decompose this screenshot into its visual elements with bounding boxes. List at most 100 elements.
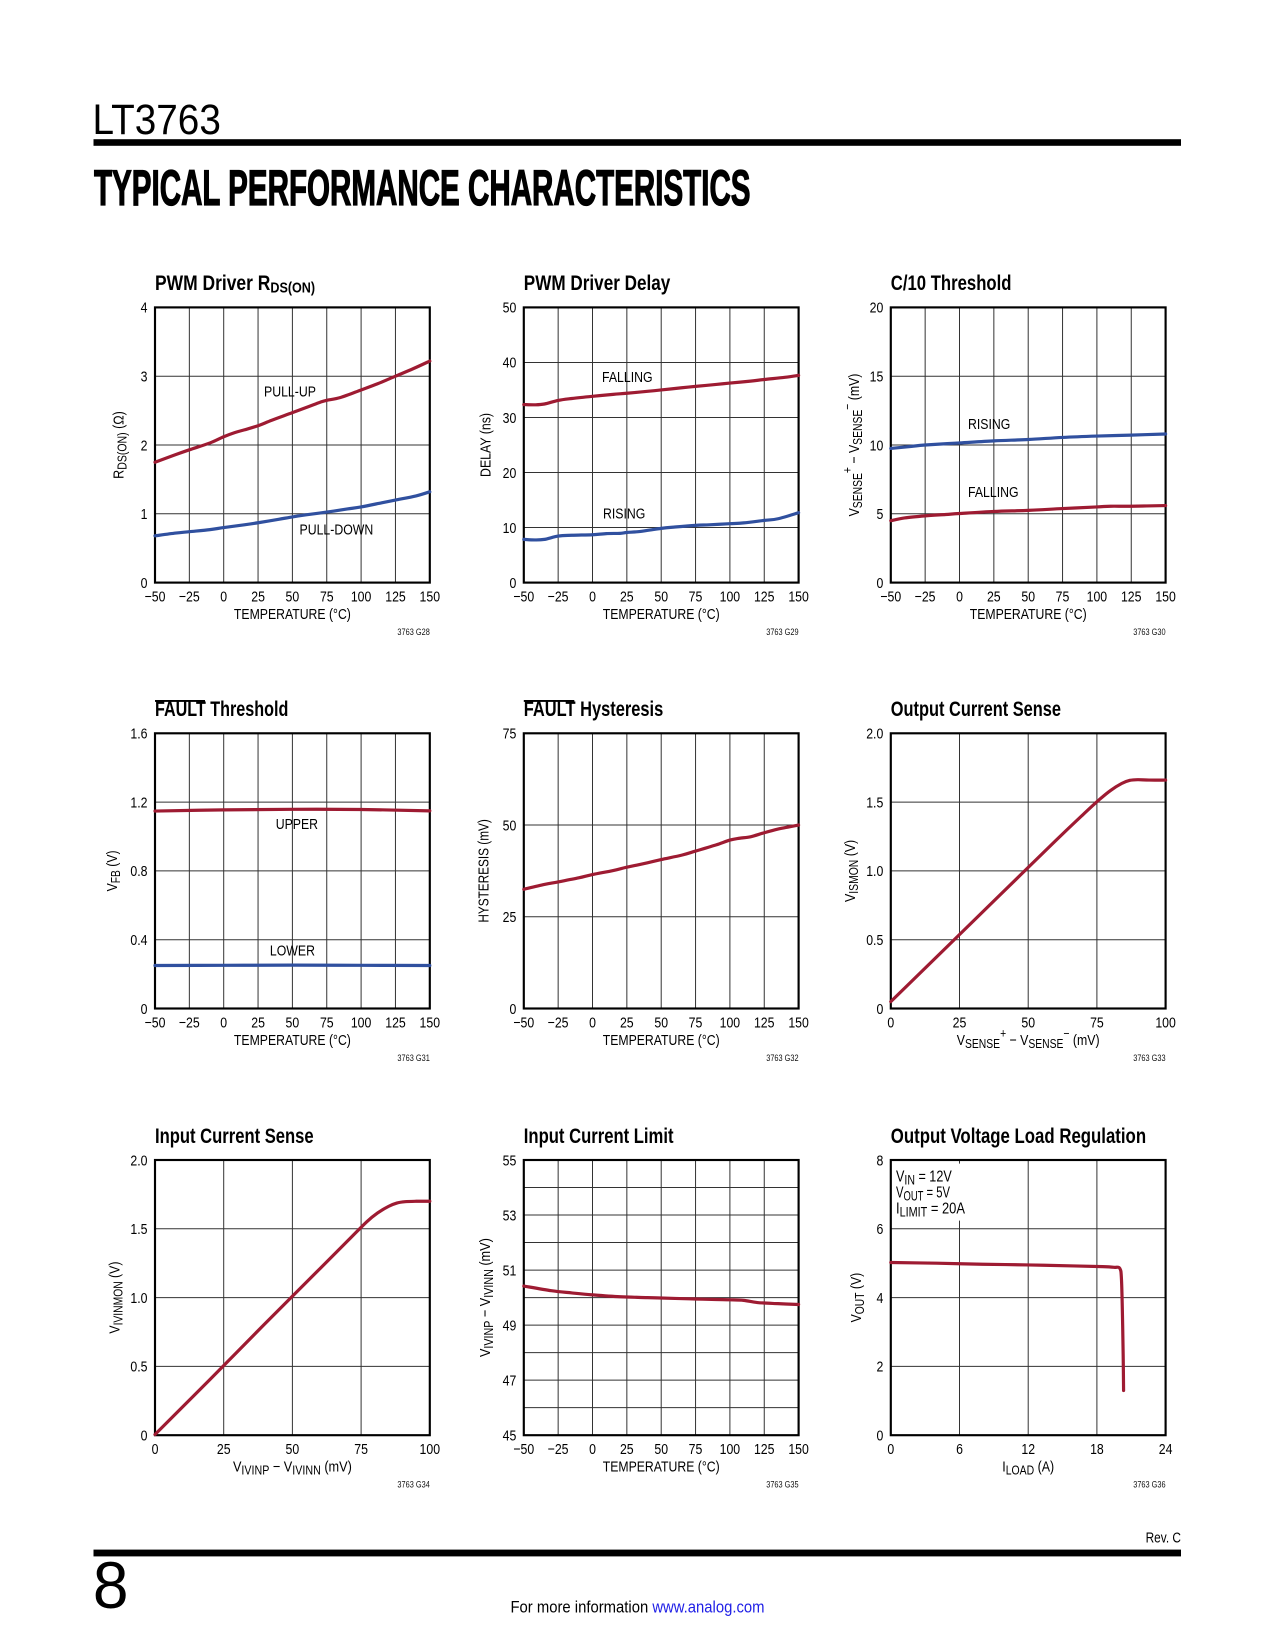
svg-text:−25: −25 — [179, 588, 200, 604]
svg-text:ILOAD (A): ILOAD (A) — [1002, 1459, 1054, 1478]
svg-text:50: 50 — [286, 1441, 300, 1457]
svg-text:−25: −25 — [548, 588, 569, 604]
svg-text:10: 10 — [503, 520, 517, 536]
svg-text:TEMPERATURE (°C): TEMPERATURE (°C) — [234, 1032, 351, 1048]
svg-text:100: 100 — [1155, 1014, 1176, 1030]
svg-text:125: 125 — [754, 1441, 775, 1457]
svg-text:12: 12 — [1021, 1441, 1035, 1457]
svg-text:100: 100 — [351, 1014, 372, 1030]
svg-text:Output Voltage Load Regulation: Output Voltage Load Regulation — [891, 1125, 1146, 1148]
svg-text:RDS(ON) (Ω): RDS(ON) (Ω) — [110, 411, 130, 479]
svg-text:TEMPERATURE (°C): TEMPERATURE (°C) — [234, 606, 351, 622]
svg-text:VIVINP − VIVINN (mV): VIVINP − VIVINN (mV) — [233, 1458, 352, 1478]
svg-text:45: 45 — [503, 1427, 517, 1443]
svg-text:1.0: 1.0 — [866, 863, 883, 879]
svg-text:125: 125 — [385, 1014, 406, 1030]
svg-text:75: 75 — [1056, 588, 1070, 604]
svg-text:ILIMIT = 20A: ILIMIT = 20A — [896, 1201, 965, 1221]
svg-text:0: 0 — [887, 1441, 894, 1457]
svg-text:4: 4 — [876, 1290, 883, 1306]
svg-text:TEMPERATURE (°C): TEMPERATURE (°C) — [603, 1459, 720, 1475]
svg-text:125: 125 — [1121, 588, 1142, 604]
svg-text:125: 125 — [385, 588, 406, 604]
svg-text:75: 75 — [689, 1014, 703, 1030]
svg-text:PULL-UP: PULL-UP — [264, 383, 316, 399]
svg-text:0: 0 — [141, 1001, 148, 1017]
svg-text:TYPICAL PERFORMANCE CHARACTERI: TYPICAL PERFORMANCE CHARACTERISTICS — [94, 160, 751, 216]
svg-text:Output Current Sense: Output Current Sense — [891, 697, 1061, 720]
svg-text:1.5: 1.5 — [866, 794, 883, 810]
svg-text:−25: −25 — [548, 1014, 569, 1030]
svg-text:125: 125 — [754, 588, 775, 604]
svg-text:75: 75 — [1090, 1014, 1104, 1030]
svg-text:25: 25 — [620, 588, 634, 604]
svg-text:75: 75 — [354, 1441, 368, 1457]
svg-text:VISMON (V): VISMON (V) — [842, 840, 861, 902]
svg-text:10: 10 — [870, 437, 884, 453]
svg-text:Rev. C: Rev. C — [1146, 1529, 1182, 1545]
svg-text:0: 0 — [956, 588, 963, 604]
svg-text:50: 50 — [1021, 1014, 1035, 1030]
svg-text:0: 0 — [589, 1014, 596, 1030]
svg-text:PULL-DOWN: PULL-DOWN — [300, 521, 374, 537]
svg-text:VIVINMON (V): VIVINMON (V) — [106, 1262, 125, 1334]
svg-text:3: 3 — [141, 368, 148, 384]
svg-text:150: 150 — [788, 1014, 809, 1030]
svg-text:51: 51 — [503, 1262, 517, 1278]
svg-text:0: 0 — [509, 575, 516, 591]
svg-text:Input Current Limit: Input Current Limit — [524, 1124, 674, 1147]
svg-text:−50: −50 — [880, 588, 901, 604]
svg-text:3763 G35: 3763 G35 — [766, 1480, 799, 1490]
svg-text:2.0: 2.0 — [130, 1152, 147, 1168]
svg-text:0: 0 — [141, 1427, 148, 1443]
svg-text:30: 30 — [503, 410, 517, 426]
svg-text:6: 6 — [876, 1221, 883, 1237]
svg-text:8: 8 — [93, 1548, 129, 1622]
svg-text:150: 150 — [420, 1014, 441, 1030]
svg-text:C/10 Threshold: C/10 Threshold — [891, 271, 1012, 294]
svg-text:0: 0 — [887, 1014, 894, 1030]
svg-text:3763 G31: 3763 G31 — [397, 1053, 430, 1063]
svg-text:−50: −50 — [513, 588, 534, 604]
svg-text:0: 0 — [509, 1001, 516, 1017]
svg-text:VFB (V): VFB (V) — [104, 850, 123, 891]
svg-text:50: 50 — [286, 588, 300, 604]
svg-text:2: 2 — [876, 1359, 883, 1375]
svg-text:0: 0 — [589, 588, 596, 604]
svg-text:100: 100 — [720, 588, 741, 604]
svg-text:1.6: 1.6 — [130, 725, 147, 741]
svg-text:FAULT Threshold: FAULT Threshold — [155, 697, 288, 720]
svg-text:3763 G33: 3763 G33 — [1133, 1053, 1166, 1063]
svg-text:100: 100 — [420, 1441, 441, 1457]
svg-text:0: 0 — [152, 1441, 159, 1457]
svg-text:PWM Driver Delay: PWM Driver Delay — [524, 273, 671, 296]
svg-text:24: 24 — [1159, 1441, 1173, 1457]
svg-text:100: 100 — [720, 1014, 741, 1030]
svg-text:−50: −50 — [145, 588, 166, 604]
svg-text:−25: −25 — [179, 1014, 200, 1030]
svg-text:2.0: 2.0 — [866, 725, 883, 741]
svg-text:VOUT = 5V: VOUT = 5V — [896, 1182, 951, 1204]
svg-text:40: 40 — [503, 355, 517, 371]
svg-text:−25: −25 — [915, 588, 936, 604]
svg-text:75: 75 — [320, 1014, 334, 1030]
svg-text:TEMPERATURE (°C): TEMPERATURE (°C) — [603, 1032, 720, 1048]
svg-text:50: 50 — [1021, 588, 1035, 604]
svg-text:−25: −25 — [548, 1441, 569, 1457]
svg-text:3763 G36: 3763 G36 — [1133, 1480, 1166, 1490]
svg-text:VSENSE+ − VSENSE− (mV): VSENSE+ − VSENSE− (mV) — [842, 374, 865, 517]
svg-text:53: 53 — [503, 1207, 517, 1223]
svg-text:3763 G34: 3763 G34 — [397, 1480, 430, 1490]
svg-text:0: 0 — [876, 575, 883, 591]
svg-text:0: 0 — [220, 588, 227, 604]
svg-text:50: 50 — [654, 1014, 668, 1030]
svg-text:50: 50 — [654, 1441, 668, 1457]
svg-text:25: 25 — [620, 1014, 634, 1030]
svg-text:0: 0 — [589, 1441, 596, 1457]
svg-text:15: 15 — [870, 368, 884, 384]
svg-text:25: 25 — [251, 588, 265, 604]
svg-text:150: 150 — [788, 588, 809, 604]
svg-text:1.0: 1.0 — [130, 1290, 147, 1306]
svg-text:150: 150 — [788, 1441, 809, 1457]
svg-text:49: 49 — [503, 1317, 517, 1333]
